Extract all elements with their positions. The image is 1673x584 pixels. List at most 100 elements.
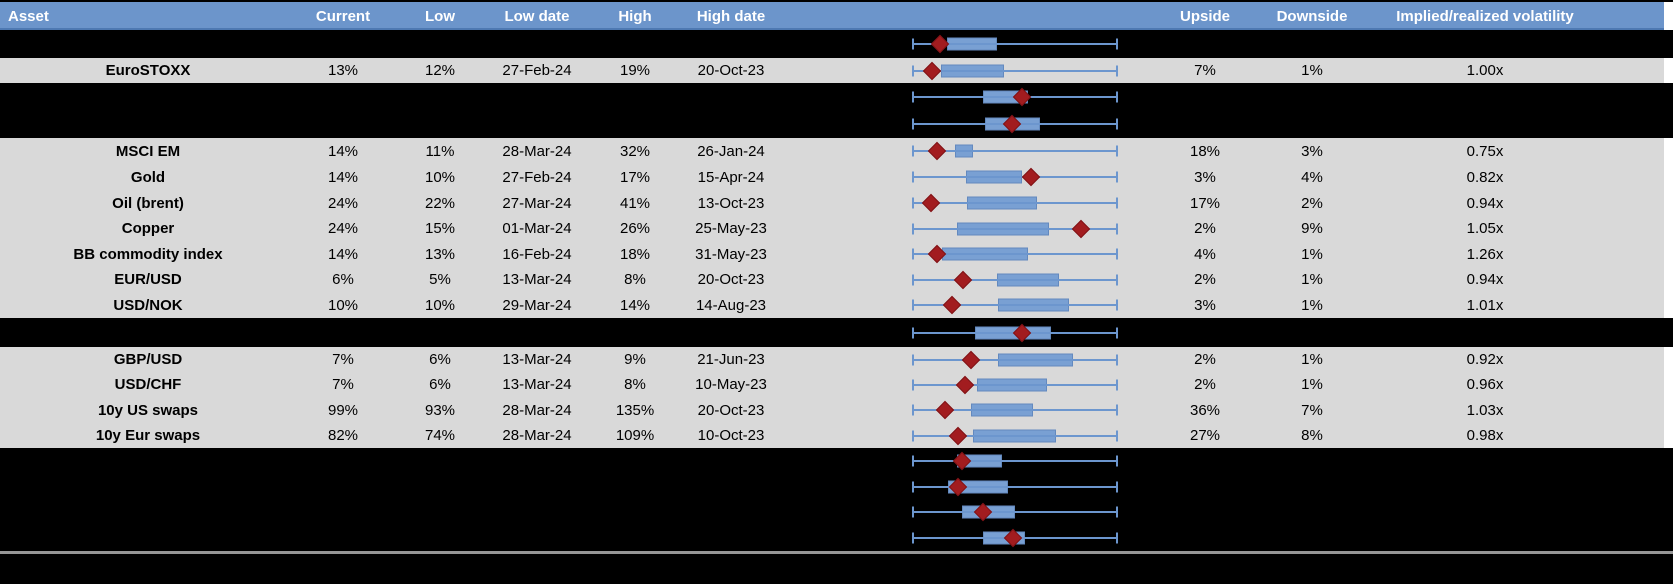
cell-upside: 2% [1194,220,1216,237]
cell-high_date: 31-May-23 [695,245,767,263]
current-level-diamond-marker [935,400,955,420]
range-whisker [913,511,1117,513]
cell-low_date: 13-Mar-24 [502,351,572,368]
cell-asset: BB commodity index [73,245,223,263]
row-background [0,138,1664,164]
whisker-right-cap [1116,327,1118,338]
col-header-downside: Downside [1276,7,1348,25]
range-whisker [913,434,1117,437]
cell-low_date: 13-Mar-24 [502,376,572,393]
cell-downside: 1% [1301,62,1323,79]
cell-downside: 1% [1301,296,1323,314]
cell-implied: 0.96x [1466,376,1504,393]
cell-low: 10% [424,296,456,314]
current-level-diamond-marker [955,375,975,394]
whisker-right-cap [1116,404,1118,416]
col-header-implied-realized-volatility: Implied/realized volatility [1396,7,1574,25]
volatility-range-boxplot [912,110,1118,138]
whisker-right-cap [1116,354,1118,365]
cell-low: 22% [424,194,456,212]
cell-implied: 0.94x [1466,194,1504,212]
cell-upside: 2% [1194,376,1216,393]
whisker-left-cap [912,379,914,390]
cell-downside: 7% [1301,401,1323,419]
volatility-range-boxplot [912,474,1118,499]
cell-upside: 3% [1194,296,1216,314]
volatility-range-boxplot [912,397,1118,423]
whisker-right-cap [1116,532,1118,544]
row-background [0,292,1664,318]
volatility-range-boxplot [912,267,1118,292]
whisker-right-cap [1116,430,1118,441]
range-whisker [913,176,1117,178]
cell-low: 12% [424,62,456,79]
col-header-low-date: Low date [504,7,570,25]
current-level-diamond-marker [927,141,947,161]
whisker-left-cap [912,248,914,260]
col-header-current: Current [315,7,371,25]
whisker-right-cap [1116,171,1118,183]
cell-high_date: 10-Oct-23 [697,427,765,444]
hidden-row [0,474,1673,499]
cell-low: 93% [424,401,456,419]
cell-low_date: 29-Mar-24 [502,296,572,314]
cell-implied: 1.26x [1466,245,1504,263]
cell-low: 10% [424,168,456,186]
whisker-left-cap [912,274,914,285]
volatility-range-boxplot [912,499,1118,525]
range-whisker [913,358,1117,361]
cell-current: 10% [327,296,359,314]
hidden-row [0,30,1673,58]
volatility-range-boxplot [912,30,1118,58]
range-whisker [913,304,1117,306]
cell-downside: 4% [1301,168,1323,186]
asset-row: EUR/USD 6% 5% 13-Mar-24 8% 20-Oct-23 2% 1% 0.94x [0,267,1673,292]
whisker-right-cap [1116,38,1118,50]
cell-upside: 18% [1189,142,1221,160]
volatility-range-boxplot [912,190,1118,216]
cell-downside: 8% [1301,427,1323,444]
volatility-range-boxplot [912,292,1118,318]
volatility-range-boxplot [912,347,1118,372]
asset-row: MSCI EM 14% 11% 28-Mar-24 32% 26-Jan-24 18% 3% 0… [0,138,1673,164]
whisker-left-cap [912,91,914,102]
current-level-diamond-marker [1071,219,1091,238]
cell-low_date: 27-Feb-24 [502,62,572,79]
cell-asset: 10y US swaps [97,401,199,419]
cell-downside: 2% [1301,194,1323,212]
asset-row: Oil (brent) 24% 22% 27-Mar-24 41% 13-Oct-23 17… [0,190,1673,216]
cell-current: 24% [327,220,359,237]
row-background [0,397,1664,423]
col-header-high-date: High date [696,7,766,25]
cell-high: 17% [619,168,651,186]
cell-current: 6% [332,271,354,288]
whisker-left-cap [912,430,914,441]
cell-asset: GBP/USD [113,351,183,368]
volatility-range-boxplot [912,216,1118,241]
hidden-row [0,110,1673,138]
whisker-right-cap [1116,274,1118,285]
cell-current: 7% [332,376,354,393]
cell-implied: 0.75x [1466,142,1504,160]
cell-upside: 4% [1194,245,1216,263]
cell-implied: 1.05x [1466,220,1504,237]
cell-current: 82% [327,427,359,444]
cell-current: 7% [332,351,354,368]
range-whisker [913,43,1117,45]
whisker-right-cap [1116,118,1118,130]
whisker-right-cap [1116,91,1118,102]
cell-low_date: 27-Feb-24 [502,168,572,186]
hidden-row [0,318,1673,347]
cell-high: 18% [619,245,651,263]
whisker-left-cap [912,65,914,76]
cell-upside: 2% [1194,271,1216,288]
cell-high_date: 13-Oct-23 [697,194,765,212]
cell-high: 135% [615,401,655,419]
bottom-divider-line [0,551,1673,554]
range-whisker [913,409,1117,411]
volatility-range-boxplot [912,372,1118,397]
col-header-upside: Upside [1179,7,1230,25]
row-background [0,216,1664,241]
current-level-diamond-marker [922,61,942,80]
